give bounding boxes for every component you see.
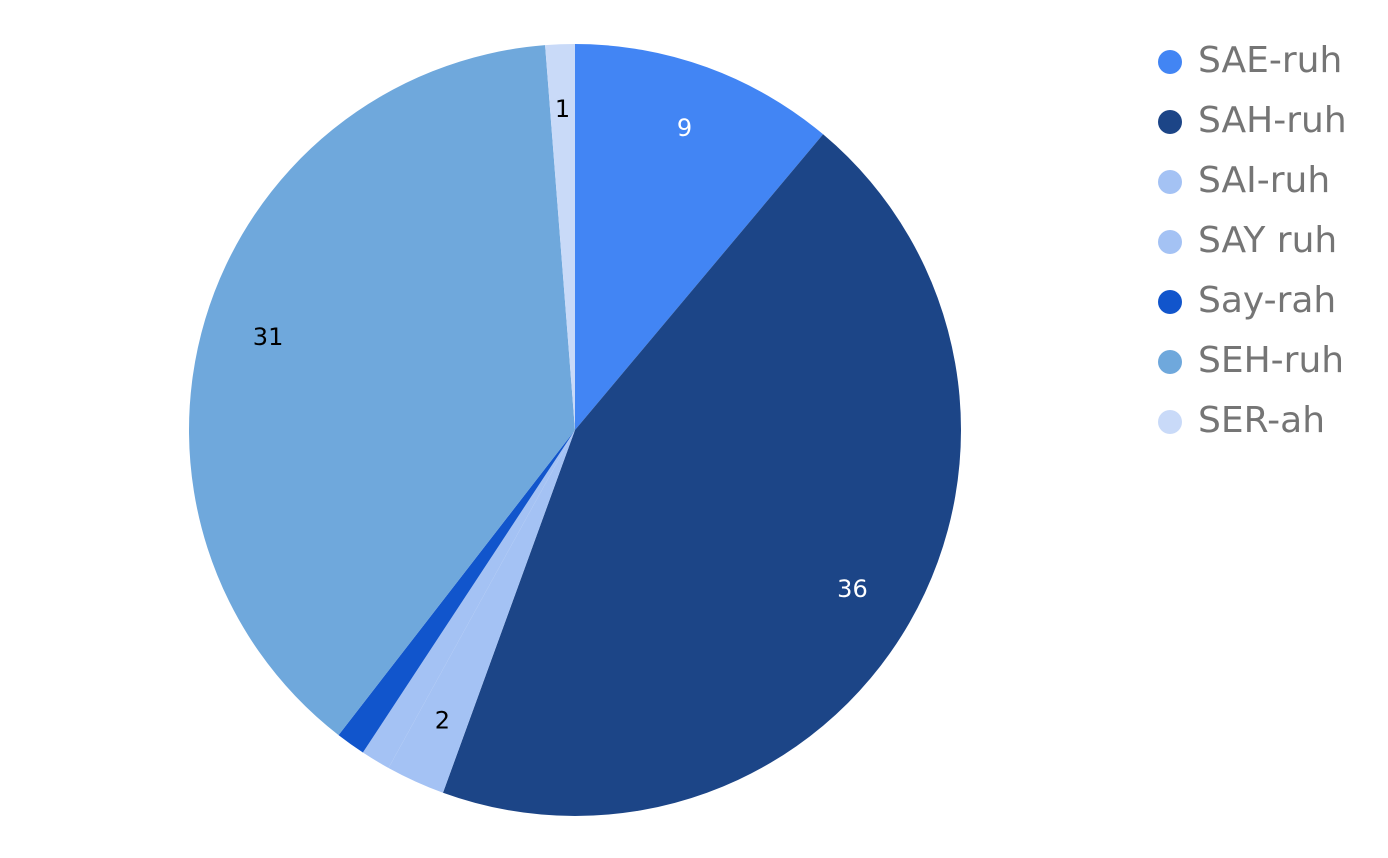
- pie-slice: [388, 430, 575, 793]
- data-label: 2: [435, 707, 450, 735]
- legend-marker: [1158, 350, 1182, 374]
- pie-slice: [189, 45, 575, 736]
- pie-slice: [362, 430, 575, 768]
- data-label: 1: [555, 95, 570, 123]
- pie-slice: [545, 44, 575, 430]
- legend-marker: [1158, 230, 1182, 254]
- pie-slice: [575, 44, 824, 430]
- legend-marker: [1158, 50, 1182, 74]
- pie-slice: [442, 134, 961, 817]
- pie-slice: [338, 430, 575, 753]
- legend-label: Say-rah: [1198, 280, 1336, 321]
- legend-marker: [1158, 290, 1182, 314]
- legend-label: SER-ah: [1198, 400, 1325, 441]
- legend-label: SAY ruh: [1198, 220, 1337, 261]
- legend-label: SEH-ruh: [1198, 340, 1344, 381]
- data-label: 9: [677, 114, 692, 142]
- data-label: 36: [837, 575, 868, 603]
- legend-label: SAI-ruh: [1198, 160, 1330, 201]
- legend-marker: [1158, 110, 1182, 134]
- data-label: 31: [253, 323, 284, 351]
- legend-marker: [1158, 410, 1182, 434]
- legend-label: SAH-ruh: [1198, 100, 1347, 141]
- legend-label: SAE-ruh: [1198, 40, 1342, 81]
- legend-marker: [1158, 170, 1182, 194]
